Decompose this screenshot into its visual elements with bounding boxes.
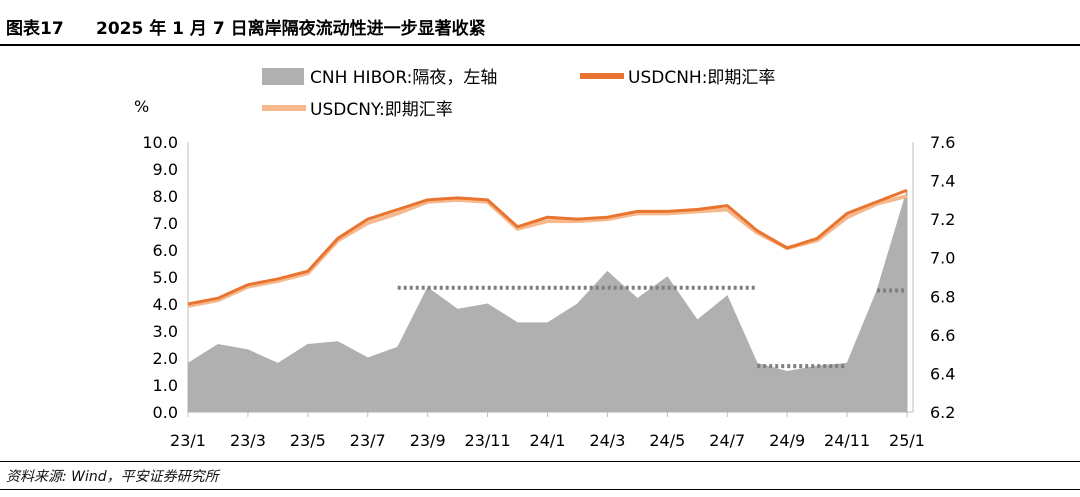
- left-tick-label: 9.0: [153, 160, 178, 179]
- legend-swatch-hibor: [262, 68, 304, 85]
- chart-area: CNH HIBOR:隔夜，左轴 USDCNH:即期汇率 USDCNY:即期汇率 …: [134, 68, 955, 450]
- left-tick-label: 1.0: [153, 376, 178, 395]
- left-axis-unit: %: [134, 97, 149, 116]
- figure-header: 图表17 2025 年 1 月 7 日离岸隔夜流动性进一步显著收紧: [0, 0, 1080, 46]
- x-tick-label: 23/3: [230, 431, 266, 450]
- legend: CNH HIBOR:隔夜，左轴 USDCNH:即期汇率 USDCNY:即期汇率: [262, 68, 775, 120]
- right-tick-label: 6.8: [930, 287, 955, 306]
- left-tick-label: 3.0: [153, 322, 178, 341]
- x-tick-label: 24/9: [769, 431, 805, 450]
- right-tick-label: 6.4: [930, 364, 955, 383]
- usdcny-line: [187, 194, 908, 308]
- legend-label-usdcny: USDCNY:即期汇率: [310, 100, 453, 120]
- x-tick-label: 23/5: [290, 431, 326, 450]
- left-tick-label: 7.0: [153, 214, 178, 233]
- right-tick-label: 7.0: [930, 249, 955, 268]
- right-tick-label: 7.2: [930, 210, 955, 229]
- legend-label-hibor: CNH HIBOR:隔夜，左轴: [310, 68, 497, 88]
- x-tick-label: 24/5: [649, 431, 685, 450]
- left-tick-label: 10.0: [142, 133, 178, 152]
- x-tick-label: 25/1: [889, 431, 925, 450]
- figure-title: 2025 年 1 月 7 日离岸隔夜流动性进一步显著收紧: [96, 19, 486, 39]
- fx-lines-layer: [187, 188, 908, 308]
- footer-rule-top: [0, 461, 1080, 462]
- x-tick-label: 24/3: [589, 431, 625, 450]
- left-tick-label: 0.0: [153, 403, 178, 422]
- x-tick-label: 23/9: [410, 431, 446, 450]
- footer-rule-bottom: [0, 489, 1080, 490]
- left-tick-label: 8.0: [153, 187, 178, 206]
- right-tick-label: 6.6: [930, 326, 955, 345]
- x-axis-ticks: 23/1 23/3 23/5 23/7 23/9 23/11 24/1 24/3 24/5 24/…: [170, 412, 925, 450]
- left-axis-ticks: 10.0 9.0 8.0 7.0 6.0 5.0 4.0 3.0 2.0 1.0 0.0: [142, 133, 178, 422]
- legend-label-usdcnh: USDCNH:即期汇率: [628, 68, 775, 88]
- hibor-area: [187, 190, 908, 413]
- x-tick-label: 23/7: [350, 431, 386, 450]
- hibor-area-layer: [187, 190, 908, 413]
- right-tick-label: 7.4: [930, 172, 955, 191]
- right-tick-label: 7.6: [930, 133, 955, 152]
- left-tick-label: 5.0: [153, 268, 178, 287]
- left-tick-label: 2.0: [153, 349, 178, 368]
- source-note: 资料来源: Wind，平安证券研究所: [6, 469, 219, 485]
- usdcnh-line: [187, 188, 908, 306]
- x-tick-label: 24/7: [709, 431, 745, 450]
- x-tick-label: 23/1: [170, 431, 206, 450]
- x-tick-label: 24/1: [530, 431, 566, 450]
- left-tick-label: 6.0: [153, 241, 178, 260]
- reference-lines-layer: [397, 285, 908, 369]
- left-tick-label: 4.0: [153, 295, 178, 314]
- x-tick-label: 23/11: [465, 431, 511, 450]
- figure-number: 图表17: [6, 19, 64, 39]
- right-tick-label: 6.2: [930, 403, 955, 422]
- x-tick-label: 24/11: [824, 431, 870, 450]
- right-axis-ticks: 7.6 7.4 7.2 7.0 6.8 6.6 6.4 6.2: [930, 133, 955, 422]
- header-rule: [0, 44, 1080, 46]
